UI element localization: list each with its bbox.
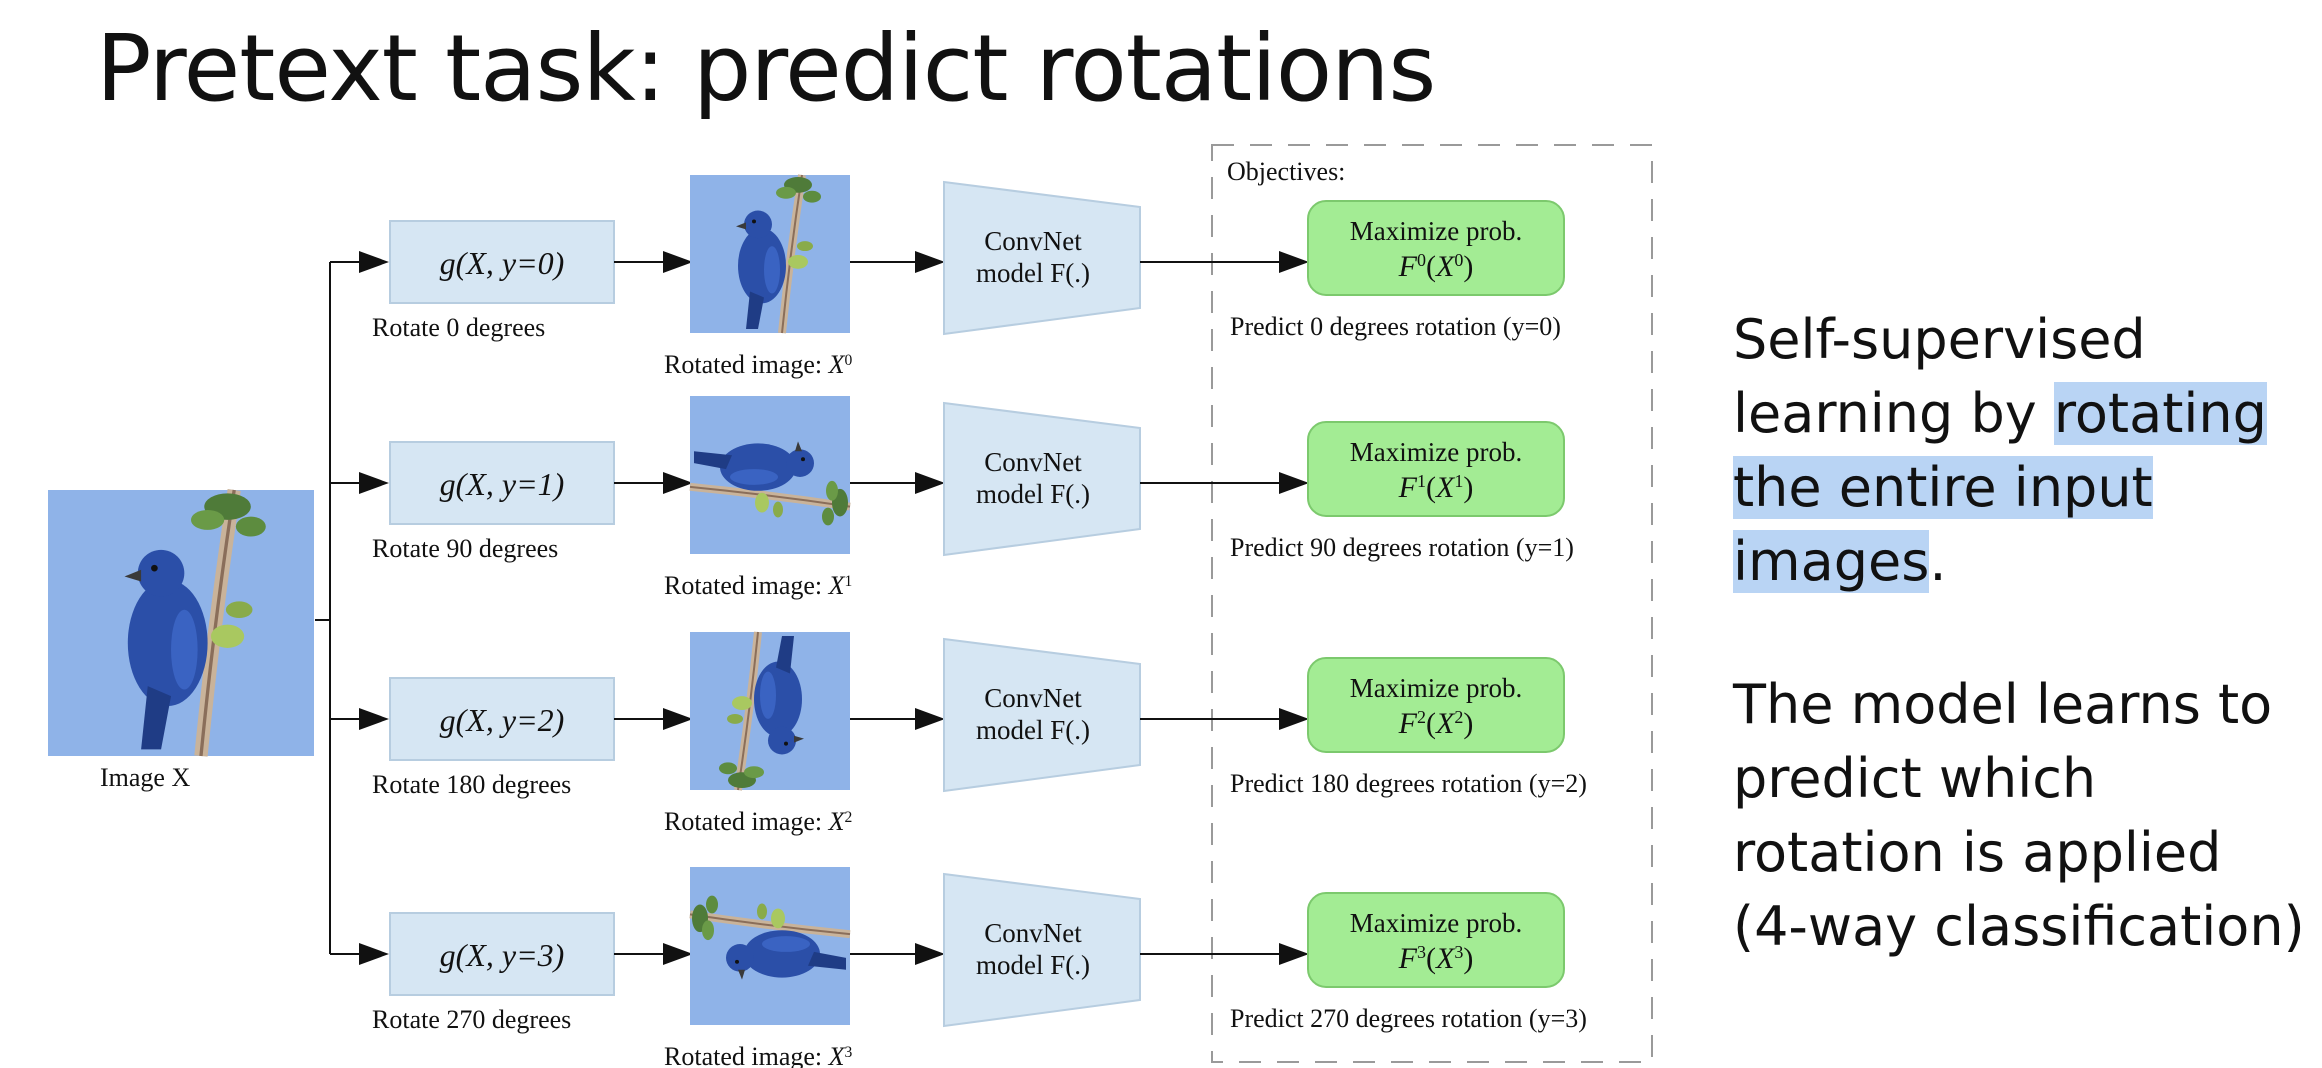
objectives-panel	[1211, 144, 1653, 1063]
side-text-plain: Self-supervised learning by	[1733, 308, 2146, 445]
convnet-label: ConvNet	[984, 918, 1082, 948]
side-text-period: .	[1929, 530, 1947, 593]
transform-label: g(X, y=1)	[440, 466, 565, 502]
objective-formula: F0(X0)	[1398, 250, 1474, 283]
transform-label: g(X, y=2)	[440, 702, 565, 738]
objective-box	[1307, 892, 1565, 988]
slide-title: Pretext task: predict rotations	[96, 15, 1436, 122]
rotation-row-90: g(X, y=1) Rotate 90 degrees Rotated image:…	[372, 396, 1574, 600]
rotate-caption: Rotate 0 degrees	[372, 313, 545, 342]
convnet-model	[943, 872, 1141, 1028]
rotation-rows: g(X, y=0) Rotate 0 degrees Rotated image: …	[372, 175, 1587, 1068]
transform-label: g(X, y=0)	[440, 245, 565, 281]
rotated-image-caption: Rotated image: X2	[664, 807, 852, 836]
side-text-paragraph-2: The model learns to predict which rotati…	[1733, 673, 2305, 958]
rotate-caption: Rotate 90 degrees	[372, 534, 558, 563]
objective-formula: F3(X3)	[1398, 942, 1474, 975]
objective-box	[1307, 200, 1565, 296]
objective-label: Maximize prob.	[1350, 908, 1522, 938]
rotated-image-caption: Rotated image: X1	[664, 571, 852, 600]
objective-formula: F1(X1)	[1398, 471, 1474, 504]
rotation-row-270: g(X, y=3) Rotate 270 degrees Rotated image…	[372, 867, 1587, 1068]
rotated-image-caption: Rotated image: X0	[664, 350, 853, 379]
convnet-label: ConvNet	[984, 226, 1082, 256]
predict-caption: Predict 270 degrees rotation (y=3)	[1230, 1004, 1587, 1033]
branch-connectors	[315, 251, 389, 965]
transform-label: g(X, y=3)	[440, 937, 565, 973]
rotation-row-0: g(X, y=0) Rotate 0 degrees Rotated image: …	[372, 175, 1565, 379]
convnet-label: model F(.)	[976, 950, 1090, 980]
predict-caption: Predict 0 degrees rotation (y=0)	[1230, 312, 1561, 341]
objective-box	[1307, 657, 1565, 753]
objective-formula: F2(X2)	[1398, 707, 1474, 740]
side-text-paragraph-1: Self-supervised learning by rotating the…	[1733, 303, 2313, 599]
objective-box	[1307, 421, 1565, 517]
objectives-header: Objectives:	[1227, 157, 1345, 186]
objective-label: Maximize prob.	[1350, 437, 1522, 467]
rotate-caption: Rotate 180 degrees	[372, 770, 571, 799]
transform-box	[389, 220, 615, 304]
rotation-row-180: g(X, y=2) Rotate 180 degrees Rotated image…	[372, 632, 1587, 836]
convnet-label: ConvNet	[984, 683, 1082, 713]
objective-label: Maximize prob.	[1350, 673, 1522, 703]
convnet-model	[943, 637, 1141, 793]
rotated-image-0	[690, 175, 850, 333]
convnet-label: model F(.)	[976, 715, 1090, 745]
convnet-model	[943, 401, 1141, 557]
rotated-image-caption: Rotated image: X3	[664, 1042, 853, 1068]
convnet-label: model F(.)	[976, 258, 1090, 288]
input-image	[48, 490, 314, 756]
convnet-label: model F(.)	[976, 479, 1090, 509]
transform-box	[389, 441, 615, 525]
rotate-caption: Rotate 270 degrees	[372, 1005, 571, 1034]
rotated-image-180	[690, 632, 850, 790]
convnet-label: ConvNet	[984, 447, 1082, 477]
predict-caption: Predict 180 degrees rotation (y=2)	[1230, 769, 1587, 798]
convnet-model	[943, 180, 1141, 336]
objective-label: Maximize prob.	[1350, 216, 1522, 246]
transform-box	[389, 912, 615, 996]
rotated-image-90	[690, 396, 850, 554]
input-caption: Image X	[100, 763, 190, 792]
predict-caption: Predict 90 degrees rotation (y=1)	[1230, 533, 1574, 562]
rotated-image-270	[690, 867, 850, 1025]
